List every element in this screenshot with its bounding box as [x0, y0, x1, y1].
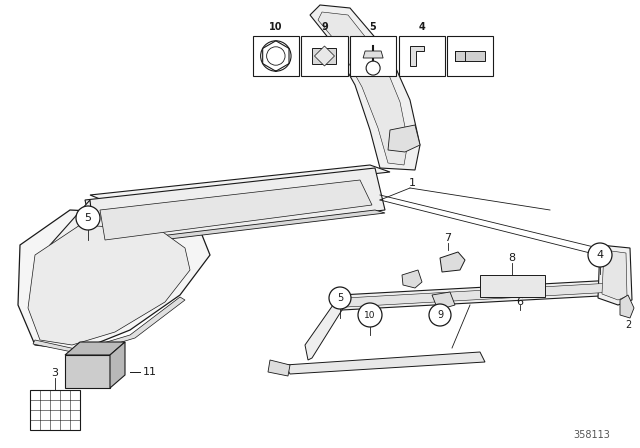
- Text: 10: 10: [364, 310, 376, 319]
- Text: 6: 6: [516, 297, 524, 307]
- FancyBboxPatch shape: [30, 390, 80, 430]
- Polygon shape: [100, 180, 372, 240]
- Polygon shape: [456, 51, 486, 61]
- Polygon shape: [285, 352, 485, 374]
- Circle shape: [267, 47, 285, 65]
- Polygon shape: [363, 51, 383, 58]
- Text: 4: 4: [419, 22, 425, 32]
- Polygon shape: [312, 48, 337, 64]
- FancyBboxPatch shape: [447, 36, 493, 76]
- Polygon shape: [305, 295, 342, 360]
- Text: 5: 5: [370, 22, 376, 32]
- Polygon shape: [314, 46, 335, 66]
- Polygon shape: [602, 250, 627, 300]
- FancyBboxPatch shape: [350, 36, 396, 76]
- Polygon shape: [402, 270, 422, 288]
- Polygon shape: [85, 168, 385, 245]
- Polygon shape: [90, 165, 390, 203]
- Text: 11: 11: [143, 367, 157, 377]
- Polygon shape: [318, 12, 408, 165]
- Text: 8: 8: [508, 253, 516, 263]
- Polygon shape: [620, 295, 634, 318]
- Polygon shape: [440, 252, 465, 272]
- Text: 7: 7: [444, 233, 452, 243]
- FancyBboxPatch shape: [301, 36, 348, 76]
- Polygon shape: [65, 355, 110, 388]
- Polygon shape: [340, 280, 618, 310]
- Polygon shape: [268, 360, 290, 376]
- Circle shape: [76, 206, 100, 230]
- Polygon shape: [65, 342, 125, 355]
- Circle shape: [429, 304, 451, 326]
- Polygon shape: [310, 5, 420, 170]
- Circle shape: [366, 61, 380, 75]
- Circle shape: [260, 41, 291, 71]
- Polygon shape: [85, 210, 385, 248]
- Text: 1: 1: [408, 178, 415, 188]
- Circle shape: [358, 303, 382, 327]
- Text: 2: 2: [625, 320, 631, 330]
- Polygon shape: [388, 125, 420, 152]
- Polygon shape: [50, 200, 95, 298]
- Text: 10: 10: [269, 22, 283, 32]
- Polygon shape: [410, 46, 424, 66]
- Text: 5: 5: [337, 293, 343, 303]
- FancyBboxPatch shape: [399, 36, 445, 76]
- Text: 4: 4: [596, 250, 604, 260]
- Polygon shape: [432, 292, 455, 310]
- Text: 3: 3: [51, 368, 58, 378]
- Polygon shape: [110, 342, 125, 388]
- Polygon shape: [28, 225, 190, 345]
- Text: 9: 9: [321, 22, 328, 32]
- Circle shape: [329, 287, 351, 309]
- Polygon shape: [598, 245, 632, 305]
- Text: 358113: 358113: [573, 430, 610, 440]
- Polygon shape: [33, 297, 185, 354]
- Text: 5: 5: [84, 213, 92, 223]
- Polygon shape: [345, 283, 614, 307]
- Circle shape: [588, 243, 612, 267]
- Text: 9: 9: [437, 310, 443, 320]
- FancyBboxPatch shape: [480, 275, 545, 297]
- FancyBboxPatch shape: [253, 36, 299, 76]
- Polygon shape: [18, 210, 210, 350]
